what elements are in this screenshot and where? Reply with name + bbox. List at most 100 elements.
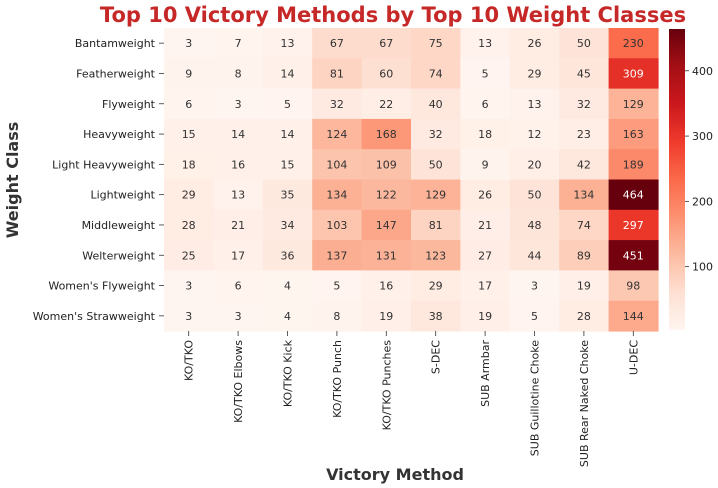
cell-value-label: 3: [235, 98, 242, 111]
cell-value-label: 3: [185, 280, 192, 293]
cell-value-label: 123: [425, 249, 446, 262]
cell-value-label: 147: [376, 219, 397, 232]
row-tick-label: Flyweight: [102, 98, 156, 111]
heatmap-cell: [312, 240, 363, 271]
heatmap-cell: [262, 209, 313, 241]
heatmap-cell: [460, 270, 511, 302]
heatmap-cell: [559, 88, 610, 120]
row-tick-label: Lightweight: [90, 189, 155, 202]
heatmap-cell: [213, 179, 264, 211]
cell-value-label: 451: [623, 249, 644, 262]
cell-value-label: 89: [577, 249, 591, 262]
cell-value-label: 134: [573, 189, 594, 202]
heatmap-cell: [361, 88, 412, 120]
colorbar-ticks: 100 200 300 400: [685, 65, 713, 274]
cell-value-label: 36: [281, 249, 295, 262]
heatmap-cell: [262, 179, 313, 211]
cell-value-label: 29: [429, 280, 443, 293]
heatmap-cell: [312, 28, 363, 59]
cell-value-label: 297: [623, 219, 644, 232]
heatmap-cell: [460, 28, 511, 59]
heatmap-cell: [262, 240, 313, 271]
cell-value-label: 5: [482, 67, 489, 80]
column-tick-label: KO/TKO Elbows: [232, 340, 245, 423]
heatmap-cell: [213, 240, 264, 271]
heatmap-cell: [411, 270, 461, 302]
heatmap-cell: [608, 88, 659, 120]
heatmap-cell: [608, 270, 659, 302]
heatmap-cell: [460, 149, 511, 181]
heatmap-cell: [509, 270, 560, 302]
cell-value-label: 129: [425, 189, 446, 202]
heatmap-cell: [164, 179, 214, 211]
heatmap-cell: [411, 118, 461, 150]
cell-value-label: 163: [623, 128, 644, 141]
cell-value-label: 15: [182, 128, 196, 141]
heatmap-cell: [509, 149, 560, 181]
column-tick-label: KO/TKO Punch: [331, 340, 344, 418]
heatmap-cell: [312, 300, 363, 332]
heatmap-cell: [262, 88, 313, 120]
cell-value-label: 309: [623, 67, 644, 80]
heatmap-cell: [411, 209, 461, 241]
cell-value-label: 50: [429, 158, 443, 171]
cell-value-label: 15: [281, 158, 295, 171]
cell-value-label: 124: [326, 128, 347, 141]
heatmap-cell: [608, 28, 659, 59]
cell-value-label: 137: [326, 249, 347, 262]
heatmap-cell: [312, 209, 363, 241]
cell-value-label: 29: [182, 189, 196, 202]
heatmap-cell: [559, 28, 610, 59]
cell-value-label: 81: [429, 219, 443, 232]
x-axis-label: Victory Method: [326, 465, 464, 484]
cell-value-label: 4: [284, 280, 291, 293]
heatmap-cell: [559, 270, 610, 302]
column-tick-label: KO/TKO Punches: [380, 340, 393, 431]
cell-value-label: 6: [482, 98, 489, 111]
heatmap-cell: [411, 88, 461, 120]
heatmap-cell: [559, 240, 610, 271]
heatmap-cell: [164, 88, 214, 120]
column-tick-label: KO/TKO Kick: [282, 339, 295, 407]
cell-value-label: 67: [330, 37, 344, 50]
cell-value-label: 189: [623, 158, 644, 171]
cell-value-label: 129: [623, 98, 644, 111]
cell-value-label: 144: [623, 310, 644, 323]
heatmap-cell: [164, 240, 214, 271]
heatmap-cell: [559, 118, 610, 150]
heatmap-cell: [509, 240, 560, 271]
heatmap-cell: [361, 209, 412, 241]
column-tick-label: SUB Guillotine Choke: [529, 340, 542, 456]
row-tick-label: Women's Flyweight: [48, 280, 155, 293]
cell-value-label: 20: [528, 158, 542, 171]
cell-value-label: 464: [623, 189, 644, 202]
heatmap-cell: [460, 88, 511, 120]
heatmap-cell: [608, 118, 659, 150]
heatmap-cell: [213, 118, 264, 150]
heatmap-cell: [361, 270, 412, 302]
column-tick-label: SUB Rear Naked Choke: [578, 340, 591, 467]
heatmap-cell: [411, 149, 461, 181]
heatmap-cell: [312, 179, 363, 211]
heatmap-cell: [164, 300, 214, 332]
heatmap-cell: [460, 300, 511, 332]
row-tick-label: Women's Strawweight: [33, 310, 156, 323]
heatmap-cell: [509, 209, 560, 241]
heatmap-cell: [411, 300, 461, 332]
cell-value-label: 230: [623, 37, 644, 50]
heatmap-cell: [608, 58, 659, 90]
cell-value-label: 74: [577, 219, 591, 232]
heatmap-cell: [361, 118, 412, 150]
cell-value-label: 48: [528, 219, 542, 232]
cell-value-label: 13: [281, 37, 295, 50]
cell-value-label: 34: [281, 219, 295, 232]
heatmap-cell: [361, 240, 412, 271]
heatmap-cell: [460, 179, 511, 211]
colorbar-tick-label: 100: [692, 261, 713, 274]
heatmap-cell: [262, 149, 313, 181]
row-tick-label: Bantamweight: [75, 37, 156, 50]
row-tick-label: Welterweight: [82, 249, 155, 262]
heatmap-cell: [213, 209, 264, 241]
heatmap-cell: [559, 300, 610, 332]
